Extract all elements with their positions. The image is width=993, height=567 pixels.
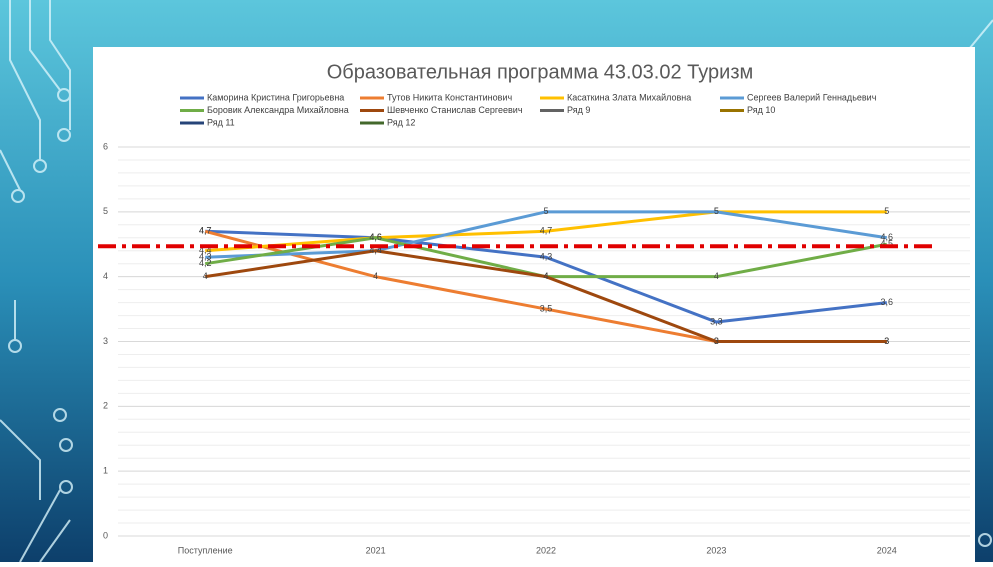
data-label: 3,3 [710, 316, 723, 326]
y-tick-label: 5 [103, 206, 108, 216]
data-label: 4 [714, 271, 719, 281]
data-label: 4,7 [540, 226, 553, 236]
y-tick-label: 2 [103, 401, 108, 411]
legend-label: Ряд 11 [207, 117, 235, 127]
legend-label: Боровик Александра Михайловна [207, 105, 349, 115]
legend-label: Ряд 9 [567, 105, 590, 115]
data-label: 4 [543, 271, 548, 281]
x-tick-label: 2021 [366, 545, 386, 555]
y-tick-label: 1 [103, 466, 108, 476]
legend-label: Каморина Кристина Григорьевна [207, 92, 344, 102]
x-tick-label: 2024 [877, 545, 897, 555]
y-tick-label: 3 [103, 336, 108, 346]
legend-label: Сергеев Валерий Геннадьевич [747, 92, 877, 102]
data-label: 3,5 [540, 303, 553, 313]
data-label: 3,6 [881, 297, 894, 307]
data-label: 5 [714, 206, 719, 216]
x-tick-label: 2023 [706, 545, 726, 555]
slide: Образовательная программа 43.03.02 Туриз… [0, 0, 993, 562]
data-label: 5 [543, 206, 548, 216]
data-label: 4,2 [199, 258, 212, 268]
data-label: 3 [714, 336, 719, 346]
legend-label: Ряд 12 [387, 117, 415, 127]
y-tick-label: 0 [103, 530, 108, 540]
y-tick-label: 6 [103, 141, 108, 151]
chart-title: Образовательная программа 43.03.02 Туриз… [327, 61, 754, 83]
data-label: 4 [373, 271, 378, 281]
x-tick-label: Поступление [178, 545, 233, 555]
data-label: 3 [884, 336, 889, 346]
legend-label: Касаткина Злата Михайловна [567, 92, 691, 102]
data-label: 4 [203, 271, 208, 281]
data-label: 4,7 [199, 226, 212, 236]
legend-label: Ряд 10 [747, 105, 775, 115]
data-label: 4,3 [540, 252, 553, 262]
legend-label: Шевченко Станислав Сергеевич [387, 105, 523, 115]
data-label: 5 [884, 206, 889, 216]
y-tick-label: 4 [103, 271, 108, 281]
x-tick-label: 2022 [536, 545, 556, 555]
data-label: 4,6 [369, 232, 382, 242]
legend-label: Тутов Никита Константинович [387, 92, 512, 102]
